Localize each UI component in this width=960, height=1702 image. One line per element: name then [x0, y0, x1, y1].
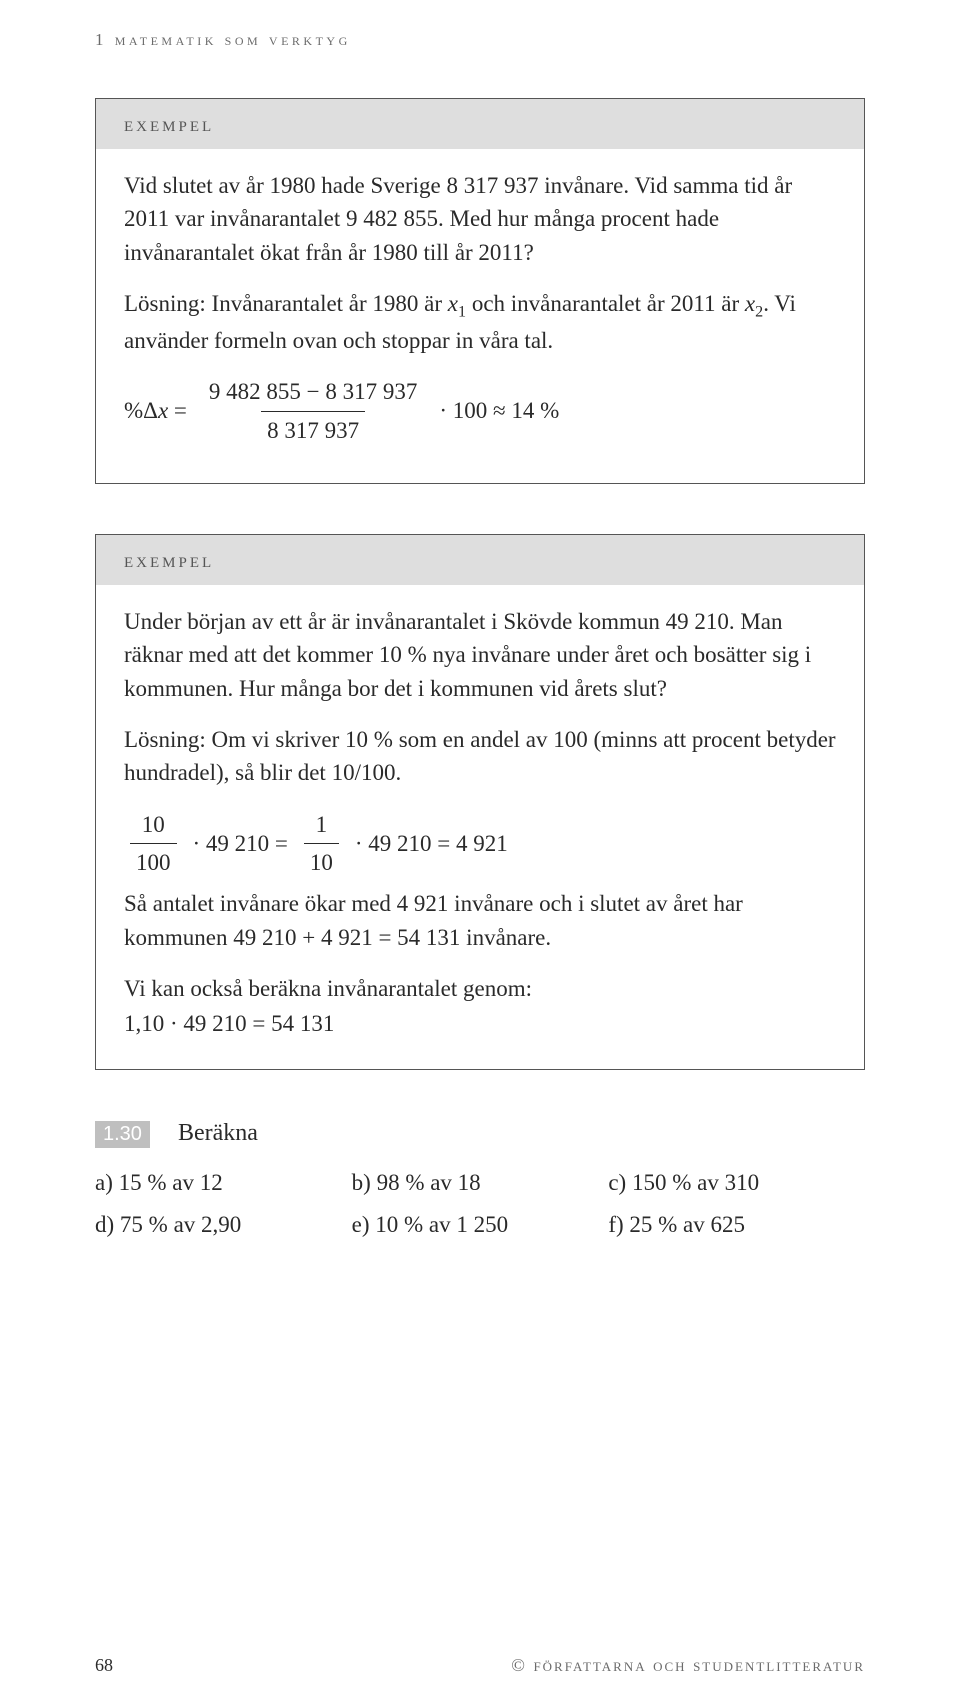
- copyright-text: © Författarna och Studentlitteratur: [511, 1655, 865, 1676]
- example-1-solution-intro: Lösning: Invånarantalet år 1980 är x1 oc…: [124, 287, 836, 357]
- exercise-number-badge: 1.30: [95, 1121, 150, 1148]
- example-2-conclusion-1: Så antalet invånare ökar med 4 921 invån…: [124, 887, 836, 954]
- example-box-1: Exempel Vid slutet av år 1980 hade Sveri…: [95, 98, 865, 484]
- option-c: c) 150 % av 310: [608, 1170, 865, 1196]
- example-2-title: Exempel: [96, 535, 864, 585]
- example-2-conclusion-2: Vi kan också beräkna invånarantalet geno…: [124, 972, 836, 1005]
- option-a: a) 15 % av 12: [95, 1170, 352, 1196]
- example-1-problem: Vid slutet av år 1980 hade Sverige 8 317…: [124, 169, 836, 269]
- example-2-formula: 10 100 · 49 210 = 1 10 · 49 210 = 4 921: [124, 808, 836, 880]
- example-box-2: Exempel Under början av ett år är invåna…: [95, 534, 865, 1070]
- example-2-calc: 1,10 · 49 210 = 54 131: [124, 1007, 836, 1040]
- page-number: 68: [95, 1655, 113, 1676]
- chapter-header: 1 Matematik som verktyg: [95, 30, 865, 50]
- exercise-options: a) 15 % av 12 b) 98 % av 18 c) 150 % av …: [95, 1170, 865, 1238]
- exercise-heading: 1.30 Beräkna: [95, 1120, 865, 1148]
- example-2-solution-intro: Lösning: Om vi skriver 10 % som en andel…: [124, 723, 836, 790]
- example-1-formula: %Δx = 9 482 855 − 8 317 937 8 317 937 · …: [124, 375, 836, 447]
- example-1-title: Exempel: [96, 99, 864, 149]
- example-2-problem: Under början av ett år är invånarantalet…: [124, 605, 836, 705]
- page-footer: 68 © Författarna och Studentlitteratur: [95, 1655, 865, 1676]
- option-e: e) 10 % av 1 250: [352, 1212, 609, 1238]
- option-f: f) 25 % av 625: [608, 1212, 865, 1238]
- option-d: d) 75 % av 2,90: [95, 1212, 352, 1238]
- option-b: b) 98 % av 18: [352, 1170, 609, 1196]
- exercise-title: Beräkna: [178, 1120, 258, 1147]
